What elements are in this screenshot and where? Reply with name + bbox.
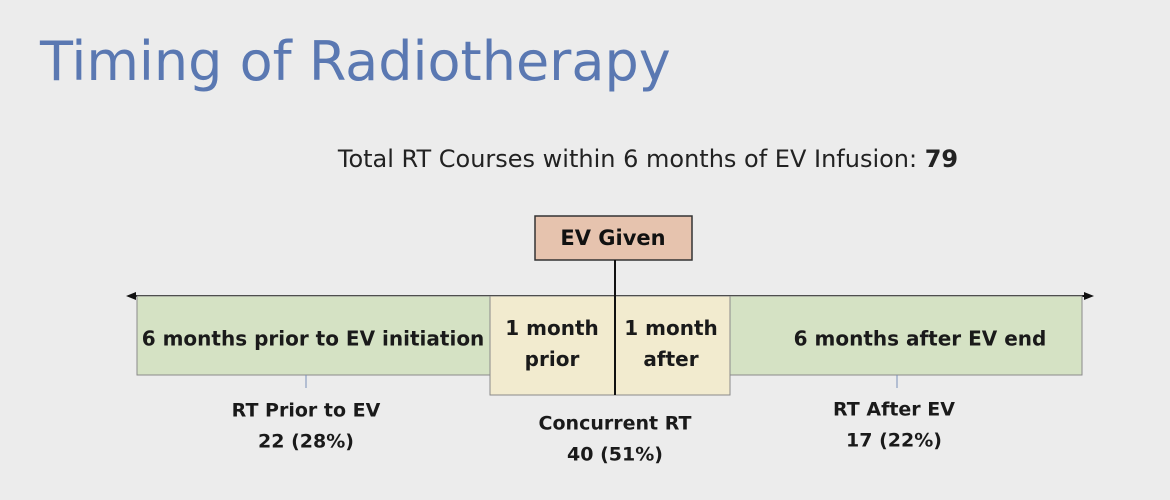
segment-labels: 6 months prior to EV initiation 1 month pr… [142,316,1047,371]
arrow-left [126,292,136,300]
segment-box [136,295,491,376]
segment-label: 6 months prior to EV initiation [142,327,485,351]
total-count: 79 [925,145,958,173]
segment-label: 1 month [624,316,718,340]
segment-box [729,295,1083,376]
segment-label: prior [525,347,580,371]
group-count: 22 (28%) [258,431,354,453]
arrow-right [1084,292,1094,300]
group-labels: RT Prior to EV 22 (28%) Concurrent RT 40 (5… [232,399,956,466]
subtitle-text: Total RT Courses within 6 months of EV I… [337,145,925,173]
segment-box [614,295,731,396]
segment-box [489,295,616,396]
group-count: 40 (51%) [567,444,663,466]
group-label: RT After EV [833,399,955,421]
marker-label: EV Given [560,226,665,250]
marker-box [534,215,693,261]
slide-title: Timing of Radiotherapy [39,30,671,93]
subtitle: Total RT Courses within 6 months of EV I… [337,145,958,173]
group-label: RT Prior to EV [232,400,381,422]
segment-label: 1 month [505,316,599,340]
segment-label: after [643,347,698,371]
group-count: 17 (22%) [846,430,942,452]
segment-label: 6 months after EV end [794,327,1047,351]
group-label: Concurrent RT [539,413,692,435]
